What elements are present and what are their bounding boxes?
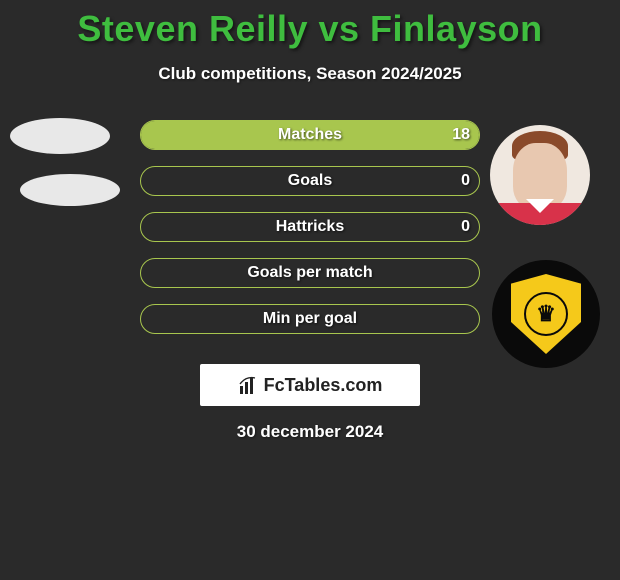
- page-title: Steven Reilly vs Finlayson: [0, 0, 620, 50]
- stat-label: Matches: [140, 120, 480, 150]
- stat-label: Goals per match: [140, 258, 480, 288]
- stat-label: Hattricks: [140, 212, 480, 242]
- bar-chart-icon: [238, 374, 260, 396]
- date-text: 30 december 2024: [0, 422, 620, 442]
- stat-value-right: 18: [452, 120, 470, 150]
- stat-row-matches: Matches 18: [0, 120, 620, 150]
- stat-row-goals-per-match: Goals per match: [0, 258, 620, 288]
- stat-label: Goals: [140, 166, 480, 196]
- stat-label: Min per goal: [140, 304, 480, 334]
- stat-row-hattricks: Hattricks 0: [0, 212, 620, 242]
- stat-row-goals: Goals 0: [0, 166, 620, 196]
- logo-text: FcTables.com: [264, 375, 383, 396]
- fctables-logo: FcTables.com: [200, 364, 420, 406]
- stat-row-min-per-goal: Min per goal: [0, 304, 620, 334]
- stats-comparison: Matches 18 Goals 0 Hattricks 0 Goals per…: [0, 120, 620, 334]
- stat-value-right: 0: [461, 212, 470, 242]
- page-subtitle: Club competitions, Season 2024/2025: [0, 64, 620, 84]
- stat-value-right: 0: [461, 166, 470, 196]
